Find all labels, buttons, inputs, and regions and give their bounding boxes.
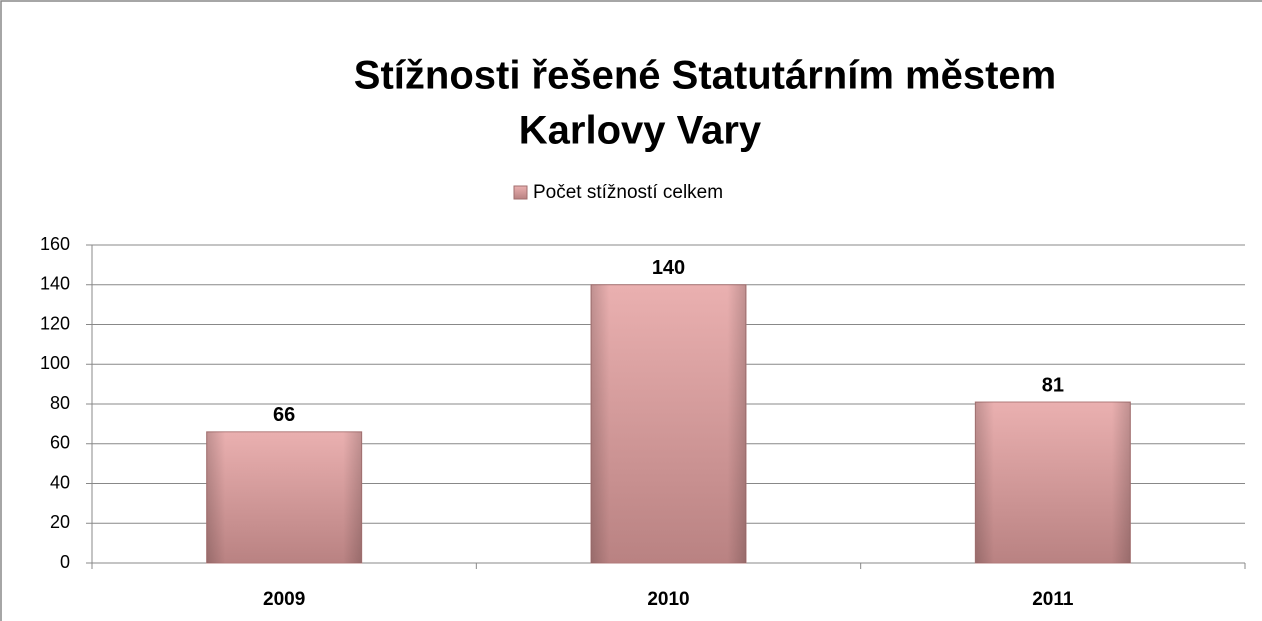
data-label: 66 (273, 404, 295, 426)
legend-swatch (513, 185, 528, 200)
x-tick-label: 2009 (263, 589, 305, 610)
legend-label: Počet stížností celkem (533, 182, 723, 203)
y-tick-label: 0 (60, 552, 70, 572)
y-tick-label: 40 (50, 472, 70, 492)
chart-title: Karlovy Vary (519, 109, 762, 153)
bar (974, 401, 1131, 564)
y-tick-label: 20 (50, 512, 70, 532)
y-tick-label: 100 (40, 353, 70, 373)
y-tick-label: 60 (50, 433, 70, 453)
y-tick-label: 160 (40, 234, 70, 254)
y-tick-label: 120 (40, 313, 70, 333)
y-tick-label: 80 (50, 393, 70, 413)
data-label: 140 (652, 257, 685, 279)
bar (206, 431, 363, 564)
y-tick-label: 140 (40, 274, 70, 294)
bar (590, 284, 747, 564)
data-label: 81 (1042, 374, 1064, 396)
x-tick-label: 2011 (1032, 589, 1074, 610)
x-tick-label: 2010 (647, 589, 689, 610)
chart-title: Stížnosti řešené Statutárním městem (354, 54, 1056, 98)
